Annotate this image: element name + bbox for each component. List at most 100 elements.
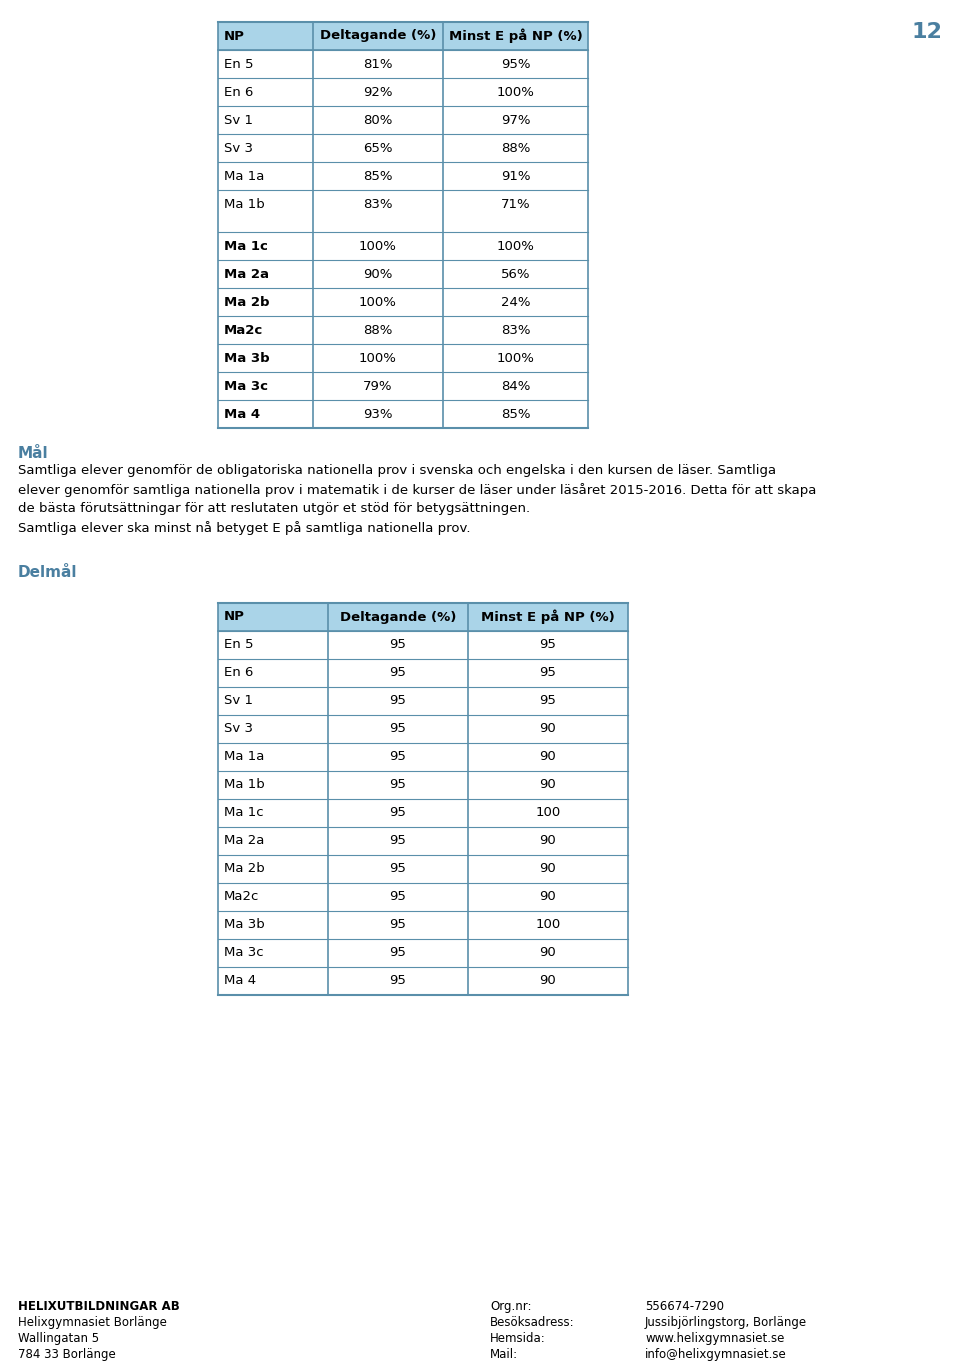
Text: Ma2c: Ma2c: [224, 324, 263, 336]
Bar: [313, 232, 443, 260]
Bar: [443, 134, 588, 163]
Bar: [313, 51, 443, 78]
Text: 85%: 85%: [363, 170, 393, 183]
Bar: [218, 107, 313, 134]
Text: 100%: 100%: [359, 239, 396, 253]
Bar: [218, 744, 328, 771]
Bar: [313, 190, 443, 217]
Bar: [468, 966, 628, 995]
Text: 100%: 100%: [496, 351, 535, 365]
Bar: [328, 632, 468, 659]
Bar: [443, 401, 588, 428]
Bar: [218, 798, 328, 827]
Bar: [218, 966, 328, 995]
Text: Ma 2a: Ma 2a: [224, 268, 269, 280]
Text: En 5: En 5: [224, 638, 253, 652]
Bar: [468, 883, 628, 910]
Text: 24%: 24%: [501, 295, 530, 309]
Bar: [218, 401, 313, 428]
Text: 784 33 Borlänge: 784 33 Borlänge: [18, 1348, 116, 1362]
Text: 90%: 90%: [363, 268, 393, 280]
Bar: [218, 939, 328, 966]
Bar: [443, 51, 588, 78]
Text: 92%: 92%: [363, 86, 393, 98]
Text: 65%: 65%: [363, 142, 393, 154]
Text: 95: 95: [390, 750, 406, 764]
Text: 100%: 100%: [359, 351, 396, 365]
Bar: [443, 372, 588, 401]
Text: Samtliga elever ska minst nå betyget E på samtliga nationella prov.: Samtliga elever ska minst nå betyget E p…: [18, 521, 470, 534]
Text: 81%: 81%: [363, 57, 393, 71]
Text: Sv 3: Sv 3: [224, 723, 253, 735]
Bar: [468, 771, 628, 798]
Text: 80%: 80%: [363, 113, 393, 127]
Bar: [218, 163, 313, 190]
Text: 100: 100: [536, 919, 561, 931]
Text: En 5: En 5: [224, 57, 253, 71]
Bar: [328, 688, 468, 715]
Bar: [218, 372, 313, 401]
Bar: [218, 260, 313, 288]
Text: 95: 95: [390, 778, 406, 791]
Bar: [468, 688, 628, 715]
Bar: [313, 78, 443, 107]
Bar: [313, 344, 443, 372]
Bar: [328, 715, 468, 744]
Bar: [328, 798, 468, 827]
Bar: [468, 603, 628, 632]
Bar: [218, 316, 313, 344]
Text: Ma 3c: Ma 3c: [224, 380, 268, 392]
Text: 95: 95: [540, 667, 557, 679]
Text: 12: 12: [911, 22, 942, 42]
Bar: [313, 22, 443, 51]
Text: Ma 3c: Ma 3c: [224, 946, 264, 960]
Text: 100%: 100%: [359, 295, 396, 309]
Bar: [443, 22, 588, 51]
Bar: [328, 771, 468, 798]
Text: Jussibjörlingstorg, Borlänge: Jussibjörlingstorg, Borlänge: [645, 1316, 807, 1329]
Text: 88%: 88%: [363, 324, 393, 336]
Text: 83%: 83%: [363, 197, 393, 211]
Text: 95: 95: [390, 946, 406, 960]
Text: 90: 90: [540, 778, 557, 791]
Text: Sv 1: Sv 1: [224, 694, 253, 708]
Bar: [443, 163, 588, 190]
Bar: [218, 910, 328, 939]
Bar: [313, 260, 443, 288]
Bar: [313, 401, 443, 428]
Bar: [218, 51, 313, 78]
Text: Org.nr:: Org.nr:: [490, 1300, 532, 1312]
Text: Sv 1: Sv 1: [224, 113, 253, 127]
Text: Ma 1a: Ma 1a: [224, 750, 264, 764]
Bar: [218, 190, 313, 217]
Bar: [468, 798, 628, 827]
Text: Ma 1b: Ma 1b: [224, 197, 265, 211]
Bar: [218, 22, 313, 51]
Text: NP: NP: [224, 611, 245, 623]
Bar: [328, 603, 468, 632]
Bar: [218, 688, 328, 715]
Bar: [468, 632, 628, 659]
Bar: [218, 78, 313, 107]
Text: 85%: 85%: [501, 407, 530, 421]
Bar: [313, 163, 443, 190]
Text: NP: NP: [224, 30, 245, 42]
Bar: [328, 744, 468, 771]
Bar: [468, 715, 628, 744]
Text: Besöksadress:: Besöksadress:: [490, 1316, 575, 1329]
Bar: [218, 632, 328, 659]
Text: Minst E på NP (%): Minst E på NP (%): [481, 610, 614, 625]
Text: 88%: 88%: [501, 142, 530, 154]
Text: 100%: 100%: [496, 86, 535, 98]
Text: Ma 1b: Ma 1b: [224, 778, 265, 791]
Bar: [313, 316, 443, 344]
Text: Ma 1c: Ma 1c: [224, 239, 268, 253]
Text: 95: 95: [390, 834, 406, 848]
Bar: [443, 232, 588, 260]
Bar: [313, 372, 443, 401]
Bar: [443, 316, 588, 344]
Text: Ma 2a: Ma 2a: [224, 834, 264, 848]
Text: 95: 95: [390, 694, 406, 708]
Bar: [468, 939, 628, 966]
Bar: [443, 344, 588, 372]
